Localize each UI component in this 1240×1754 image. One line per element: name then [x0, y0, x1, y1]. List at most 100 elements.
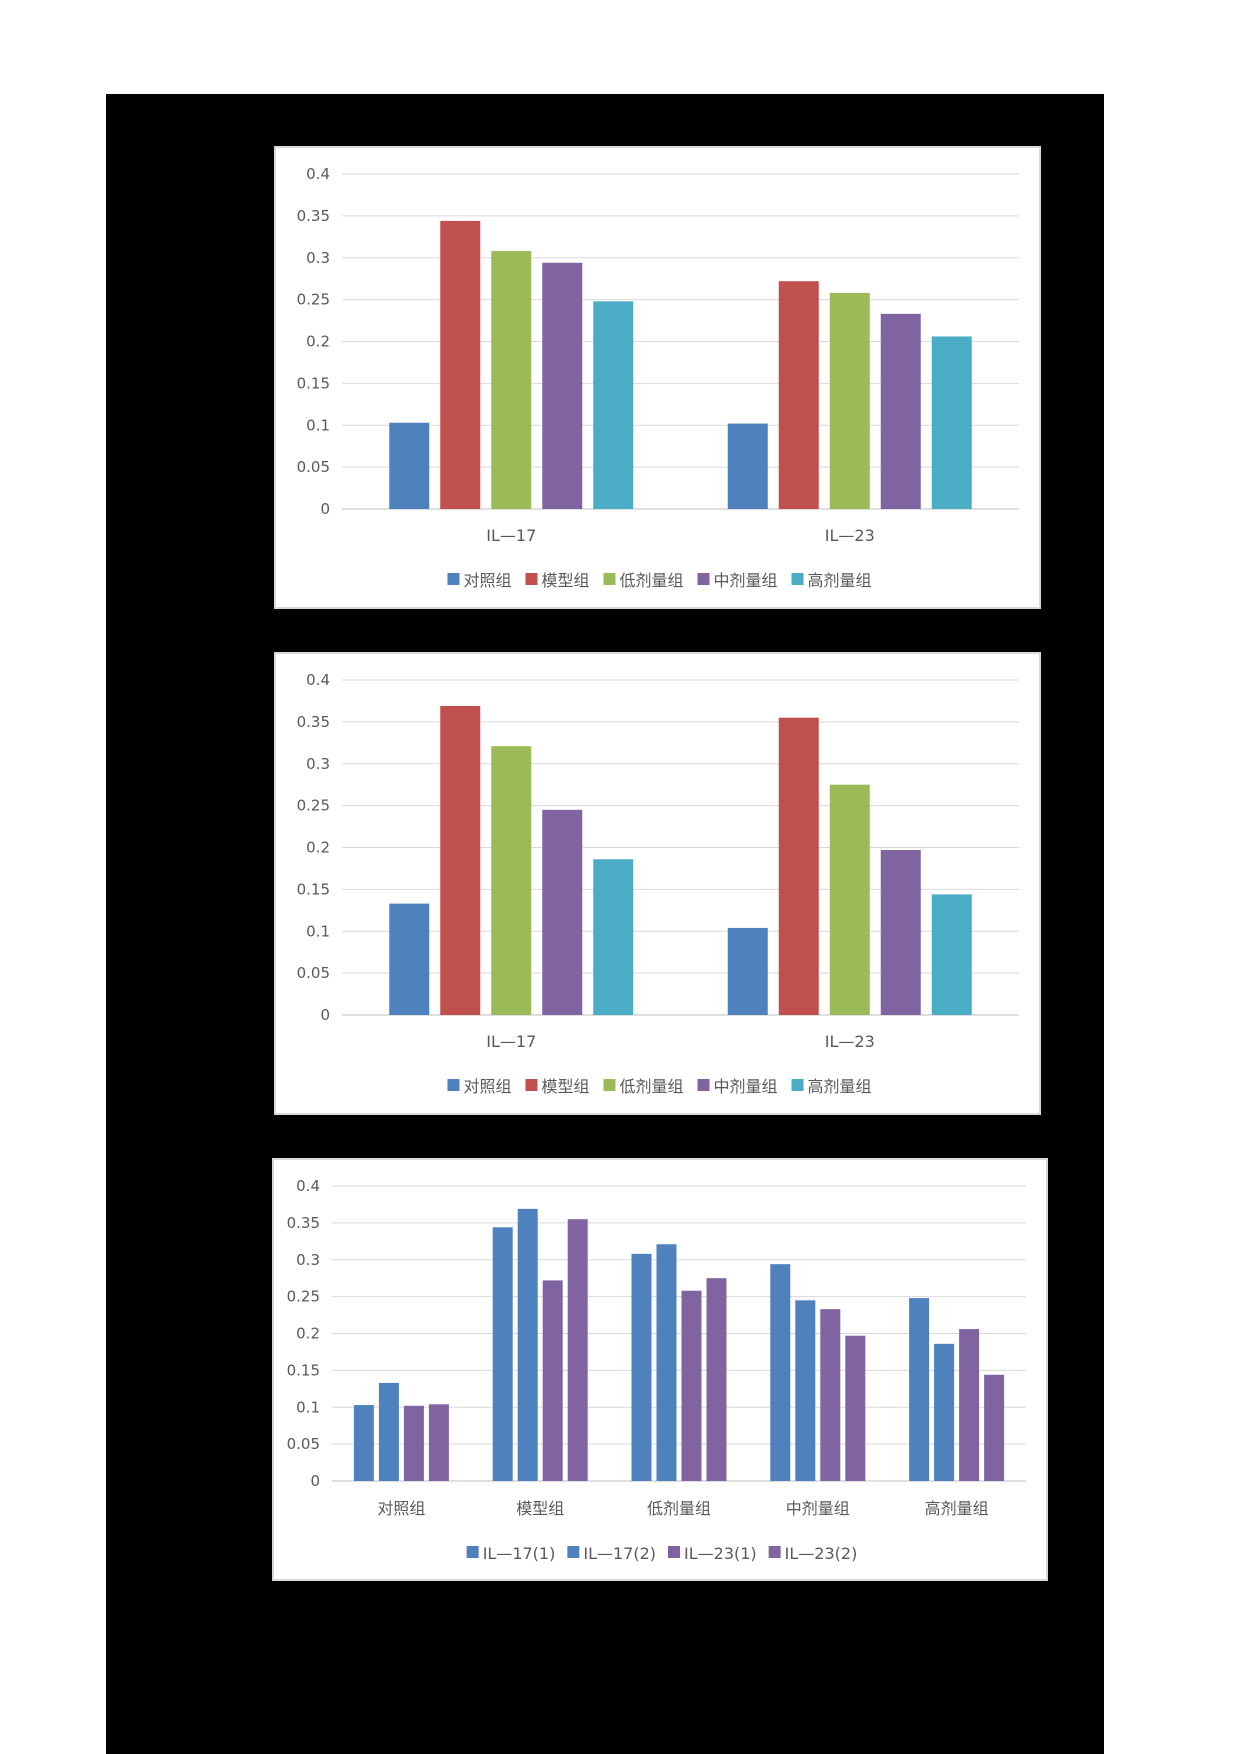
legend-swatch: [791, 1079, 804, 1091]
y-tick-label: 0.3: [296, 1251, 320, 1269]
legend-swatch: [447, 1079, 460, 1091]
y-tick-label: 0.4: [306, 165, 330, 183]
bar: [378, 1382, 399, 1481]
legend-swatch: [525, 573, 538, 585]
bar: [820, 1309, 841, 1481]
bar: [542, 1280, 563, 1481]
bar: [656, 1244, 677, 1481]
y-tick-label: 0.35: [297, 207, 330, 225]
category-label: IL—17: [486, 1032, 536, 1051]
legend-label: 低剂量组: [619, 1077, 683, 1096]
bar: [931, 336, 972, 509]
bar: [492, 1227, 513, 1481]
bar: [770, 1264, 791, 1481]
y-tick-label: 0.3: [306, 249, 330, 267]
y-tick-label: 0.4: [296, 1177, 320, 1195]
legend-label: 高剂量组: [808, 1077, 872, 1096]
bar: [593, 859, 634, 1015]
chart-1-svg: 0 0.05 0.1 0.15 0.2 0.25 0.3 0.35 0.4 IL—17 IL—23 对…: [297, 165, 1019, 590]
bar: [353, 1405, 374, 1481]
y-tick-label: 0.05: [297, 964, 330, 982]
bar: [727, 423, 768, 509]
legend-label: IL—23(2): [785, 1544, 858, 1563]
y-tick-label: 0.35: [287, 1214, 320, 1232]
y-tick-label: 0.15: [297, 374, 330, 392]
legend-swatch: [466, 1546, 479, 1558]
y-tick-label: 0.25: [297, 291, 330, 309]
legend-swatch: [791, 573, 804, 585]
bar: [934, 1343, 955, 1481]
bar: [517, 1208, 538, 1481]
y-tick-label: 0.4: [306, 671, 330, 689]
y-tick-label: 0.2: [306, 839, 330, 857]
bar: [829, 784, 870, 1015]
bar: [706, 1278, 727, 1481]
bar: [428, 1404, 449, 1481]
bar: [829, 292, 870, 509]
y-tick-label: 0: [320, 1006, 330, 1024]
category-label: IL—23: [825, 1032, 875, 1051]
y-tick-label: 0.2: [296, 1325, 320, 1343]
bar: [909, 1298, 930, 1481]
category-label: IL—23: [825, 526, 875, 545]
chart-2-svg: 0 0.05 0.1 0.15 0.2 0.25 0.3 0.35 0.4 IL—17 IL—23 对…: [297, 671, 1019, 1096]
legend-swatch: [768, 1546, 781, 1558]
legend-swatch: [603, 573, 616, 585]
legend-label: IL—23(1): [684, 1544, 757, 1563]
category-label: 模型组: [516, 1499, 564, 1518]
y-tick-label: 0.1: [306, 416, 330, 434]
bar: [542, 809, 583, 1015]
legend-swatch: [567, 1546, 580, 1558]
legend-swatch: [525, 1079, 538, 1091]
y-tick-label: 0.25: [287, 1288, 320, 1306]
bar: [389, 903, 430, 1015]
bar: [880, 850, 921, 1015]
legend-swatch: [668, 1546, 680, 1558]
legend-label: 中剂量组: [714, 1077, 778, 1096]
y-tick-label: 0: [320, 500, 330, 518]
bar: [931, 894, 972, 1015]
legend-swatch: [447, 573, 460, 585]
category-label: 中剂量组: [786, 1499, 850, 1518]
bar: [542, 262, 583, 509]
legend-swatch: [697, 1079, 710, 1091]
bar: [491, 251, 532, 510]
legend-label: IL—17(1): [483, 1544, 556, 1563]
bar: [845, 1335, 866, 1481]
y-tick-label: 0.15: [287, 1361, 320, 1379]
legend-label: 模型组: [541, 1077, 589, 1096]
category-label: 对照组: [377, 1499, 425, 1518]
legend-label: 高剂量组: [808, 571, 872, 590]
y-tick-label: 0: [310, 1472, 320, 1490]
bar: [440, 705, 481, 1015]
y-tick-label: 0.1: [306, 922, 330, 940]
y-tick-label: 0.35: [297, 713, 330, 731]
category-label: 高剂量组: [925, 1499, 989, 1518]
legend: 对照组 模型组 低剂量组 中剂量组 高剂量组: [447, 571, 872, 590]
y-tick-label: 0.05: [297, 458, 330, 476]
y-tick-label: 0.3: [306, 755, 330, 773]
category-label: 低剂量组: [647, 1499, 711, 1518]
y-tick-label: 0.25: [297, 797, 330, 815]
chart-3: 0 0.05 0.1 0.15 0.2 0.25 0.3 0.35 0.4 对照组 模型组 低剂量组 中…: [272, 1158, 1048, 1581]
legend-label: 低剂量组: [619, 571, 683, 590]
y-tick-label: 0.05: [287, 1435, 320, 1453]
legend-swatch: [603, 1079, 616, 1091]
legend-label: 模型组: [541, 571, 589, 590]
y-tick-label: 0.2: [306, 333, 330, 351]
bar: [778, 717, 819, 1015]
category-label: IL—17: [486, 526, 536, 545]
legend-label: IL—17(2): [583, 1544, 656, 1563]
legend-label: 对照组: [463, 571, 511, 590]
chart-2: 0 0.05 0.1 0.15 0.2 0.25 0.3 0.35 0.4 IL—17 IL—23 对…: [274, 652, 1041, 1115]
bar: [631, 1253, 652, 1481]
bar: [778, 281, 819, 509]
bar: [403, 1405, 424, 1481]
bar: [567, 1219, 588, 1481]
bar: [880, 313, 921, 509]
y-tick-label: 0.15: [297, 880, 330, 898]
bar: [440, 220, 481, 509]
y-tick-label: 0.1: [296, 1398, 320, 1416]
bar: [593, 301, 634, 509]
legend: 对照组 模型组 低剂量组 中剂量组 高剂量组: [447, 1077, 872, 1096]
